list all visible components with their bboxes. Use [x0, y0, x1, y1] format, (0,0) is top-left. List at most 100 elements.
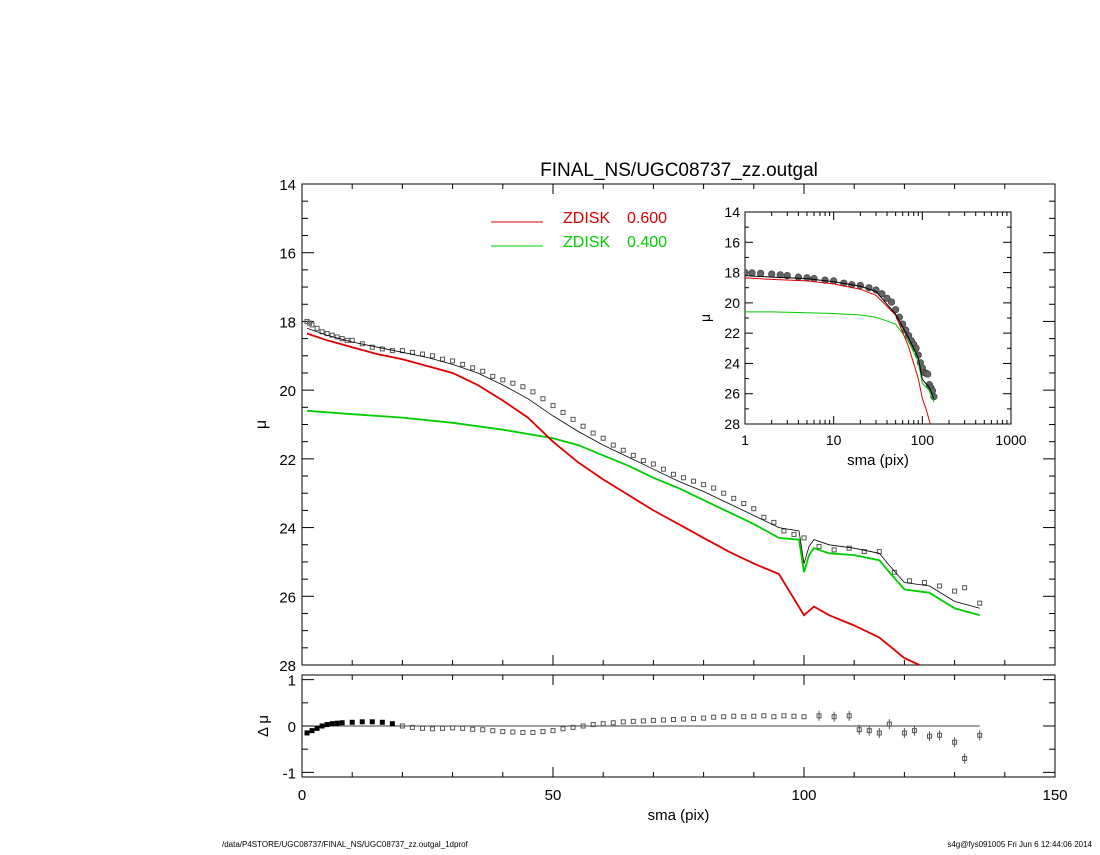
legend-label-1: ZDISK	[563, 234, 610, 251]
residual-data-point	[691, 716, 697, 722]
main-data-point	[620, 447, 626, 453]
residual-data-point	[319, 723, 325, 729]
main-data-point	[921, 580, 927, 586]
main-data-point	[379, 346, 385, 352]
main-data-point	[640, 458, 646, 464]
main-data-point	[550, 403, 556, 409]
inset-x-axis-label: sma (pix)	[847, 452, 909, 469]
residual-y-tick-label: 0	[288, 719, 296, 736]
residual-data-point	[379, 719, 385, 725]
main-data-point	[309, 322, 315, 328]
residual-data-point	[701, 715, 707, 721]
residual-data-point	[304, 730, 310, 736]
main-data-point	[470, 365, 476, 371]
main-data-point	[490, 373, 496, 379]
x-axis-label: sma (pix)	[648, 807, 710, 824]
x-tick-label: 50	[545, 787, 562, 804]
residual-data-point	[309, 728, 315, 734]
residual-data-point	[731, 713, 737, 719]
residual-data-point	[681, 716, 687, 722]
residual-data-point	[721, 714, 727, 720]
inset-data-point	[768, 270, 776, 278]
residual-data-point	[334, 720, 340, 726]
residual-data-point	[500, 729, 506, 735]
residual-data-point	[781, 713, 787, 719]
main-data-point	[580, 423, 586, 429]
main-data-point	[610, 442, 616, 448]
inset-data-point	[757, 269, 765, 277]
main-data-point	[861, 549, 867, 555]
inset-data-point	[745, 268, 749, 277]
inset-y-tick-label: 16	[724, 234, 740, 250]
main-data-point	[771, 519, 777, 525]
inset-y-tick-label: 24	[724, 355, 740, 371]
main-data-point	[791, 531, 797, 537]
residual-data-point	[831, 714, 837, 720]
inset-y-tick-label: 18	[724, 265, 740, 281]
residual-data-point	[630, 718, 636, 724]
residual-data-point	[952, 739, 958, 745]
main-y-tick-label: 22	[279, 452, 296, 469]
residual-data-point	[314, 725, 320, 731]
main-data-point	[701, 482, 707, 488]
main-data-point	[952, 588, 958, 594]
residual-data-point	[470, 726, 476, 732]
residual-data-point	[389, 721, 395, 727]
red-model-line	[306, 332, 920, 665]
main-data-point	[570, 416, 576, 422]
residual-data-point	[846, 713, 852, 719]
legend-label-0: ZDISK	[563, 210, 610, 227]
main-data-point	[670, 471, 676, 477]
main-data-point	[430, 353, 436, 359]
residual-data-point	[816, 713, 822, 719]
residual-data-point	[339, 720, 345, 726]
main-data-point	[530, 389, 536, 395]
main-data-point	[510, 380, 516, 386]
main-data-point	[540, 396, 546, 402]
legend-value-1: 0.400	[627, 234, 667, 251]
residual-data-point	[640, 718, 646, 724]
residual-data-point	[876, 730, 882, 736]
residual-data-point	[620, 719, 626, 725]
residual-data-point	[670, 717, 676, 723]
inset-y-axis-label: μ	[697, 314, 713, 322]
main-data-point	[630, 452, 636, 458]
main-data-point	[314, 325, 320, 331]
inset-plot-area	[745, 268, 938, 424]
main-data-point	[500, 377, 506, 383]
x-tick-label: 150	[1042, 787, 1067, 804]
inset-y-tick-label: 20	[724, 295, 740, 311]
residual-data-point	[409, 724, 415, 730]
residual-data-point	[419, 725, 425, 731]
inset-y-tick-label: 14	[724, 204, 740, 220]
main-data-point	[419, 351, 425, 357]
residual-data-point	[570, 724, 576, 730]
main-y-tick-label: 24	[279, 521, 296, 538]
inset-data-point	[776, 271, 784, 279]
inset-y-tick-label: 26	[724, 386, 740, 402]
main-data-point	[520, 384, 526, 390]
residual-data-point	[440, 725, 446, 731]
main-data-point	[846, 545, 852, 551]
inset-red-model-line	[745, 277, 931, 424]
inset-data-point	[883, 294, 891, 302]
residual-data-point	[590, 722, 596, 728]
residual-data-point	[329, 721, 335, 727]
residual-data-point	[771, 714, 777, 720]
residual-data-point	[480, 727, 486, 733]
main-data-point	[369, 344, 375, 350]
inset-data-point	[830, 277, 838, 285]
main-data-point	[660, 466, 666, 472]
x-tick-label: 100	[791, 787, 816, 804]
inset-x-tick-label: 100	[911, 432, 935, 448]
residual-data-point	[540, 729, 546, 735]
residual-data-point	[650, 717, 656, 723]
main-data-point	[761, 514, 767, 520]
inset-data-point	[803, 274, 811, 282]
footer-timestamp: s4g@fys091005 Fri Jun 6 12:44:06 2014	[947, 840, 1092, 849]
inset-x-tick-label: 1000	[995, 432, 1026, 448]
residual-data-point	[856, 727, 862, 733]
main-plot-area	[304, 318, 983, 665]
